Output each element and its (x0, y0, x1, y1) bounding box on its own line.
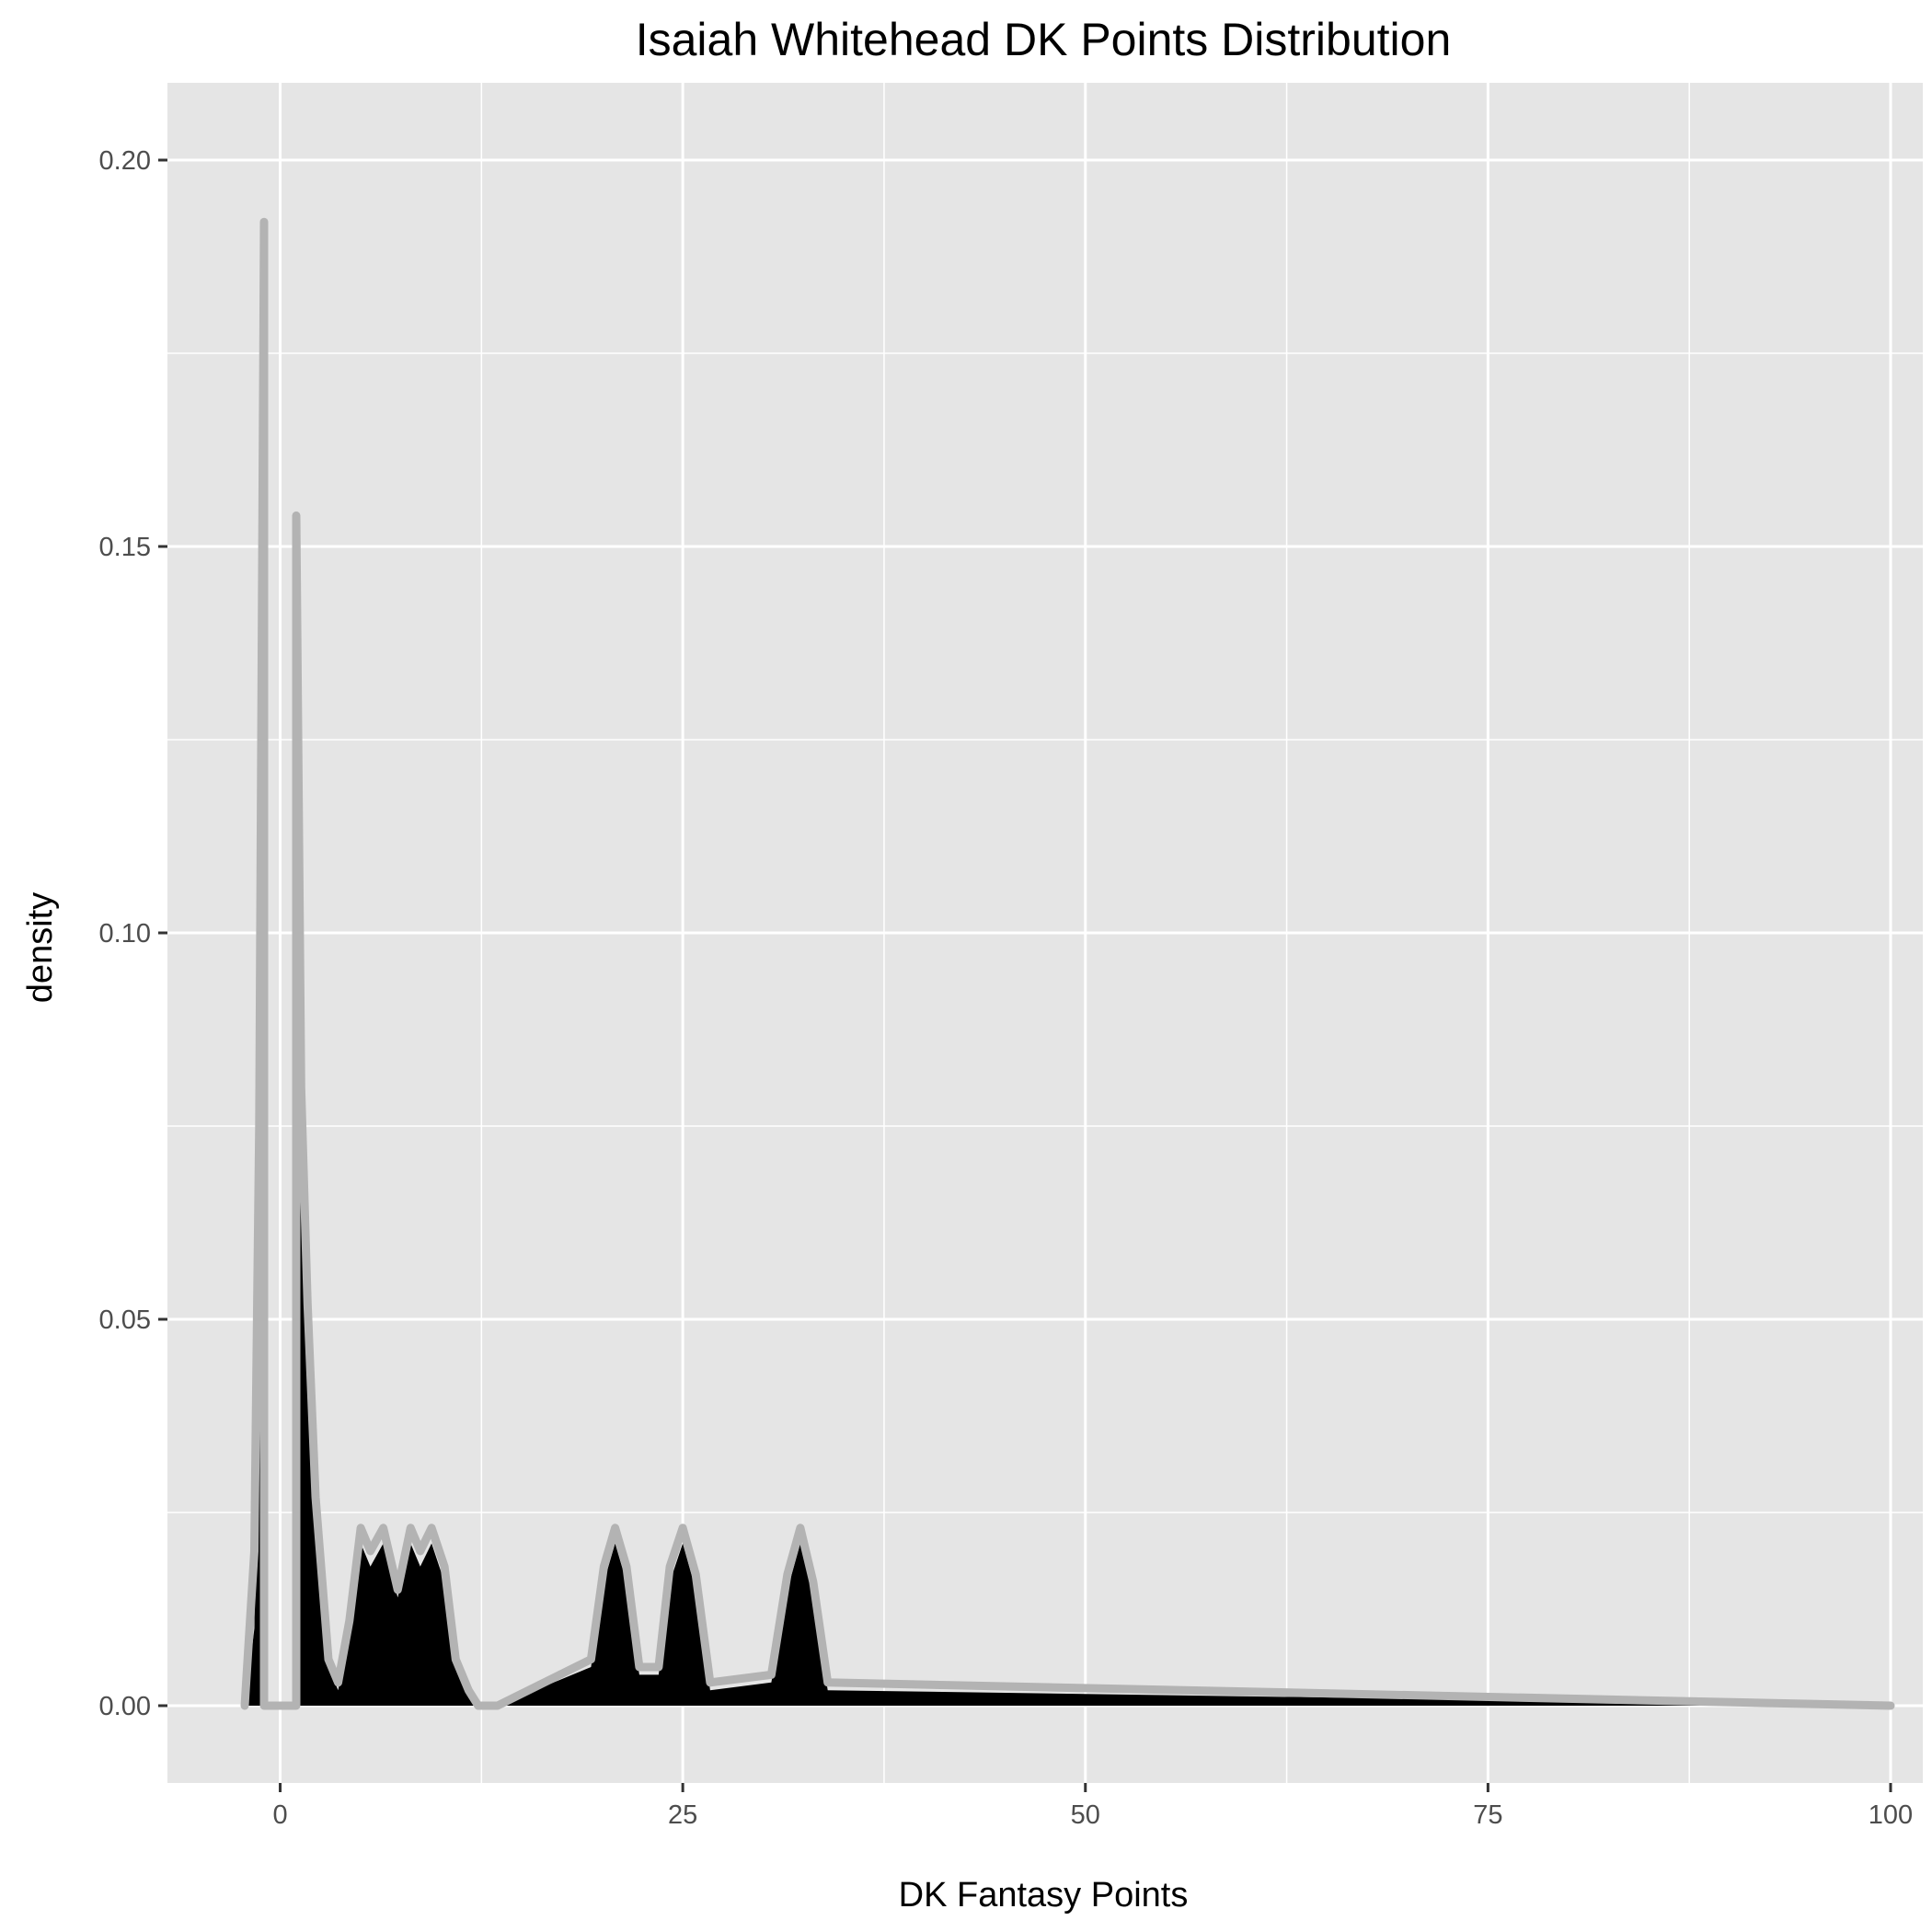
y-tick-label: 0.15 (99, 533, 151, 562)
density-fill-area (245, 1179, 1891, 1706)
x-tick-label: 100 (1869, 1800, 1913, 1830)
x-tick-label: 75 (1473, 1800, 1502, 1830)
y-tick-label: 0.05 (99, 1305, 151, 1335)
x-tick-label: 25 (668, 1800, 697, 1830)
x-tick-label: 0 (272, 1800, 287, 1830)
density-outline-line (240, 217, 1895, 1710)
x-axis: 0 25 50 75 100 (272, 1783, 1913, 1830)
chart-title: Isaiah Whitehead DK Points Distribution (636, 14, 1452, 65)
y-axis: 0.00 0.05 0.10 0.15 0.20 (99, 146, 167, 1721)
y-tick-label: 0.20 (99, 146, 151, 176)
y-axis-title: density (21, 892, 60, 1003)
y-tick-label: 0.10 (99, 919, 151, 949)
y-tick-label: 0.00 (99, 1692, 151, 1721)
x-axis-title: DK Fantasy Points (899, 1876, 1189, 1915)
x-tick-label: 50 (1071, 1800, 1100, 1830)
